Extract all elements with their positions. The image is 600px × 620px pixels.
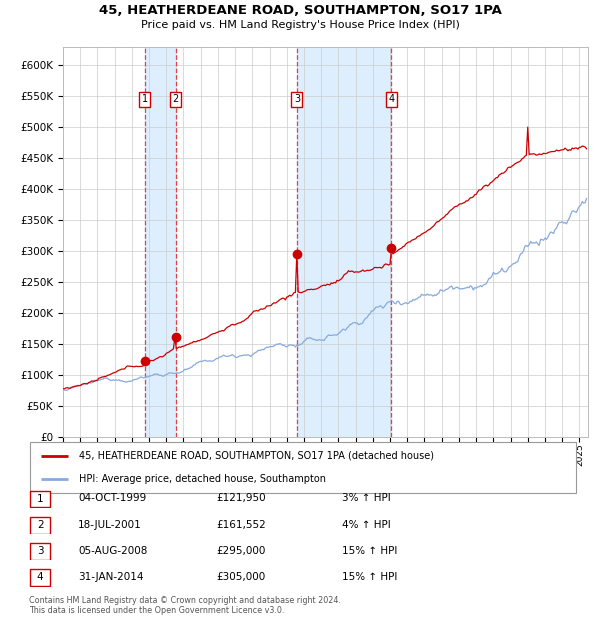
Text: 1: 1: [37, 494, 44, 504]
FancyBboxPatch shape: [30, 442, 576, 493]
Text: 15% ↑ HPI: 15% ↑ HPI: [342, 572, 397, 582]
Text: HPI: Average price, detached house, Southampton: HPI: Average price, detached house, Sout…: [79, 474, 326, 484]
Text: 18-JUL-2001: 18-JUL-2001: [78, 520, 142, 529]
FancyBboxPatch shape: [30, 569, 50, 585]
Text: 4% ↑ HPI: 4% ↑ HPI: [342, 520, 391, 529]
Text: 4: 4: [388, 94, 394, 104]
Bar: [145, 46, 176, 437]
Text: 45, HEATHERDEANE ROAD, SOUTHAMPTON, SO17 1PA (detached house): 45, HEATHERDEANE ROAD, SOUTHAMPTON, SO17…: [79, 451, 434, 461]
Text: 45, HEATHERDEANE ROAD, SOUTHAMPTON, SO17 1PA: 45, HEATHERDEANE ROAD, SOUTHAMPTON, SO17…: [98, 4, 502, 17]
Text: £161,552: £161,552: [216, 520, 266, 529]
Text: 3: 3: [37, 546, 44, 556]
FancyBboxPatch shape: [30, 491, 50, 507]
Bar: [297, 46, 391, 437]
Text: 3% ↑ HPI: 3% ↑ HPI: [342, 494, 391, 503]
FancyBboxPatch shape: [30, 516, 50, 533]
Text: 4: 4: [37, 572, 44, 582]
Text: 2: 2: [172, 94, 179, 104]
Text: 3: 3: [294, 94, 300, 104]
Text: 1: 1: [142, 94, 148, 104]
Text: £295,000: £295,000: [216, 546, 265, 556]
FancyBboxPatch shape: [30, 543, 50, 559]
Text: 15% ↑ HPI: 15% ↑ HPI: [342, 546, 397, 556]
Text: £305,000: £305,000: [216, 572, 265, 582]
Text: 04-OCT-1999: 04-OCT-1999: [78, 494, 146, 503]
Text: This data is licensed under the Open Government Licence v3.0.: This data is licensed under the Open Gov…: [29, 606, 284, 615]
Text: Price paid vs. HM Land Registry's House Price Index (HPI): Price paid vs. HM Land Registry's House …: [140, 20, 460, 30]
Text: £121,950: £121,950: [216, 494, 266, 503]
Text: 05-AUG-2008: 05-AUG-2008: [78, 546, 148, 556]
Text: 2: 2: [37, 520, 44, 530]
Text: 31-JAN-2014: 31-JAN-2014: [78, 572, 143, 582]
Text: Contains HM Land Registry data © Crown copyright and database right 2024.: Contains HM Land Registry data © Crown c…: [29, 596, 341, 605]
